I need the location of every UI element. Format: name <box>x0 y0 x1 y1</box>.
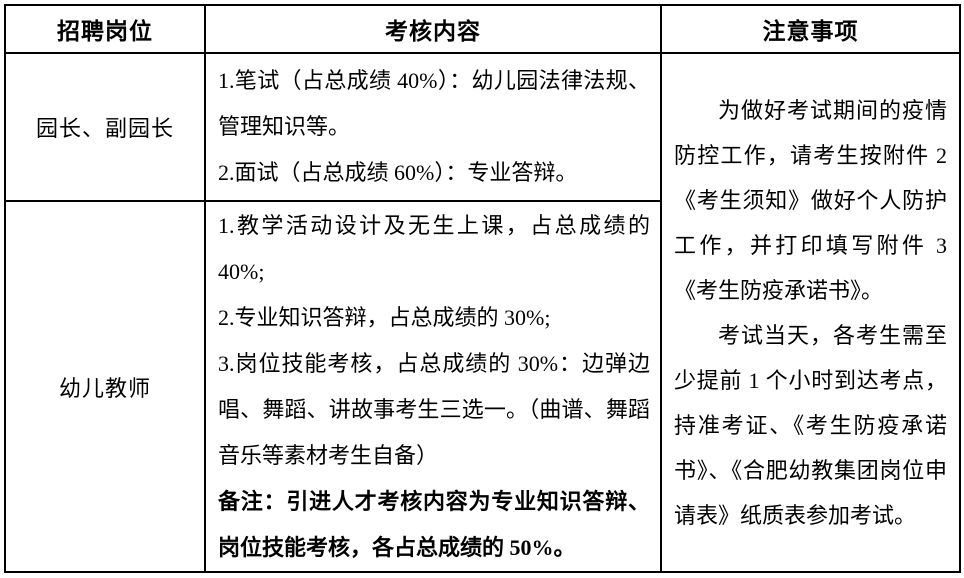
assessment-item: 1.教学活动设计及无生上课，占总成绩的 40%; <box>218 212 650 284</box>
position-cell-principal: 园长、副园长 <box>4 52 206 202</box>
column-header-position: 招聘岗位 <box>4 4 206 54</box>
table-header-row: 招聘岗位 考核内容 注意事项 <box>4 4 961 54</box>
assessment-item: 1.笔试（占总成绩 40%）：幼儿园法律法规、管理知识等。 <box>218 68 650 139</box>
assessment-cell-teacher: 1.教学活动设计及无生上课，占总成绩的 40%; 2.专业知识答辩，占总成绩的 … <box>204 200 662 573</box>
assessment-item: 2.面试（占总成绩 60%）：专业答辩。 <box>218 160 578 185</box>
column-header-notes: 注意事项 <box>660 4 961 54</box>
assessment-note-bold: 备注：引进人才考核内容为专业知识答辩、岗位技能考核，各占总成绩的 50%。 <box>218 488 650 560</box>
recruitment-assessment-table: 招聘岗位 考核内容 注意事项 园长、副园长 1.笔试（占总成绩 40%）：幼儿园… <box>4 4 961 573</box>
table-row-principal: 园长、副园长 1.笔试（占总成绩 40%）：幼儿园法律法规、管理知识等。 2.面… <box>4 52 961 573</box>
assessment-item: 2.专业知识答辩，占总成绩的 30%; <box>218 304 551 330</box>
table-row-teacher: 幼儿教师 1.教学活动设计及无生上课，占总成绩的 40%; 2.专业知识答辩，占… <box>4 200 960 573</box>
notes-paragraph: 考试当天，各考生需至少提前 1 个小时到达考点，持准考证、《考生防疫承诺书》、《… <box>674 322 947 528</box>
notes-cell: 为做好考试期间的疫情防控工作，请考生按附件 2《考生须知》做好个人防护工作，并打… <box>660 52 961 573</box>
column-header-assessment: 考核内容 <box>204 4 662 54</box>
assessment-cell-principal: 1.笔试（占总成绩 40%）：幼儿园法律法规、管理知识等。 2.面试（占总成绩 … <box>204 52 662 202</box>
notes-paragraph: 为做好考试期间的疫情防控工作，请考生按附件 2《考生须知》做好个人防护工作，并打… <box>674 97 947 303</box>
position-cell-teacher: 幼儿教师 <box>4 200 206 573</box>
assessment-item: 3.岗位技能考核，占总成绩的 30%：边弹边唱、舞蹈、讲故事考生三选一。（曲谱、… <box>218 350 650 468</box>
